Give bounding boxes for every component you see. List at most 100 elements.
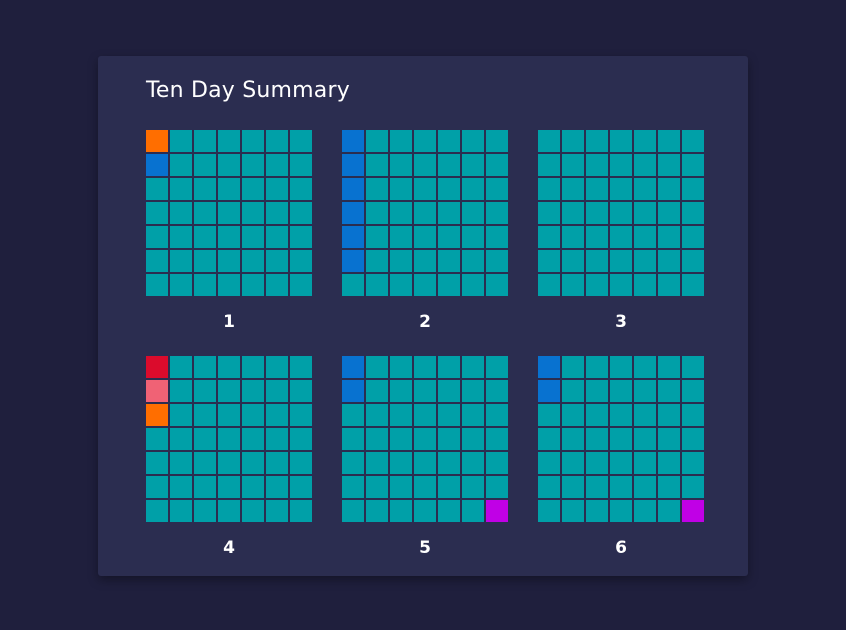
waffle-cell <box>634 178 656 200</box>
waffle-cell <box>290 380 312 402</box>
waffle-cell <box>366 476 388 498</box>
waffle-cell <box>366 274 388 296</box>
waffle-cell <box>218 250 240 272</box>
waffle-cell <box>242 154 264 176</box>
waffle-cell <box>146 178 168 200</box>
waffle-cell <box>634 202 656 224</box>
waffle-grid <box>146 356 312 522</box>
waffle-cell <box>366 452 388 474</box>
waffle-cell <box>242 202 264 224</box>
waffle-cell <box>390 476 412 498</box>
waffle-cell <box>366 178 388 200</box>
waffle-grid <box>342 130 508 296</box>
waffle-cell <box>610 356 632 378</box>
waffle-cell <box>682 500 704 522</box>
waffle-cell <box>242 356 264 378</box>
waffle-cell <box>486 452 508 474</box>
waffle-cell <box>170 274 192 296</box>
waffle-cell <box>682 274 704 296</box>
waffle-cell <box>170 476 192 498</box>
waffle-cell <box>586 356 608 378</box>
waffle-cell <box>390 452 412 474</box>
waffle-cell <box>194 226 216 248</box>
waffle-cell <box>342 178 364 200</box>
waffle-cell <box>218 154 240 176</box>
panel-label: 4 <box>223 538 235 558</box>
waffle-cell <box>462 404 484 426</box>
waffle-cell <box>366 226 388 248</box>
waffle-cell <box>538 130 560 152</box>
waffle-cell <box>682 202 704 224</box>
waffle-cell <box>634 476 656 498</box>
waffle-cell <box>390 500 412 522</box>
waffle-cell <box>242 130 264 152</box>
waffle-cell <box>586 178 608 200</box>
waffle-cell <box>438 380 460 402</box>
waffle-cell <box>242 476 264 498</box>
waffle-cell <box>342 428 364 450</box>
waffle-cell <box>658 476 680 498</box>
waffle-cell <box>290 178 312 200</box>
waffle-cell <box>634 428 656 450</box>
waffle-cell <box>242 404 264 426</box>
waffle-cell <box>266 476 288 498</box>
waffle-cell <box>390 226 412 248</box>
waffle-cell <box>438 500 460 522</box>
waffle-cell <box>486 178 508 200</box>
waffle-cell <box>414 428 436 450</box>
waffle-cell <box>342 154 364 176</box>
waffle-cell <box>438 428 460 450</box>
waffle-cell <box>538 202 560 224</box>
waffle-cell <box>658 380 680 402</box>
waffle-cell <box>146 154 168 176</box>
waffle-cell <box>414 452 436 474</box>
waffle-cell <box>538 476 560 498</box>
waffle-cell <box>266 380 288 402</box>
waffle-cell <box>538 226 560 248</box>
waffle-cell <box>414 226 436 248</box>
waffle-cell <box>486 356 508 378</box>
waffle-cell <box>414 130 436 152</box>
waffle-cell <box>194 154 216 176</box>
waffle-cell <box>538 250 560 272</box>
waffle-cell <box>438 274 460 296</box>
waffle-cell <box>390 154 412 176</box>
waffle-cell <box>194 274 216 296</box>
waffle-cell <box>194 476 216 498</box>
waffle-cell <box>562 380 584 402</box>
waffle-cell <box>342 130 364 152</box>
waffle-cell <box>586 202 608 224</box>
waffle-cell <box>462 178 484 200</box>
waffle-cell <box>266 274 288 296</box>
waffle-cell <box>170 452 192 474</box>
waffle-cell <box>610 404 632 426</box>
waffle-cell <box>290 154 312 176</box>
waffle-cell <box>390 274 412 296</box>
waffle-cell <box>146 202 168 224</box>
waffle-cell <box>462 356 484 378</box>
waffle-cell <box>486 404 508 426</box>
waffle-cell <box>634 274 656 296</box>
waffle-cell <box>242 178 264 200</box>
waffle-cell <box>266 404 288 426</box>
waffle-cell <box>562 428 584 450</box>
waffle-panel-4: 4 <box>146 356 314 564</box>
waffle-cell <box>658 404 680 426</box>
waffle-cell <box>366 380 388 402</box>
waffle-cell <box>538 500 560 522</box>
waffle-cell <box>146 476 168 498</box>
waffle-cell <box>414 356 436 378</box>
waffle-cell <box>486 130 508 152</box>
waffle-cell <box>290 404 312 426</box>
waffle-cell <box>538 274 560 296</box>
waffle-cell <box>290 274 312 296</box>
waffle-cell <box>170 250 192 272</box>
waffle-cell <box>562 250 584 272</box>
waffle-cell <box>242 500 264 522</box>
waffle-cell <box>342 356 364 378</box>
waffle-cell <box>414 500 436 522</box>
waffle-cell <box>538 452 560 474</box>
waffle-panel-6: 6 <box>538 356 706 564</box>
waffle-cell <box>562 452 584 474</box>
waffle-cell <box>170 130 192 152</box>
